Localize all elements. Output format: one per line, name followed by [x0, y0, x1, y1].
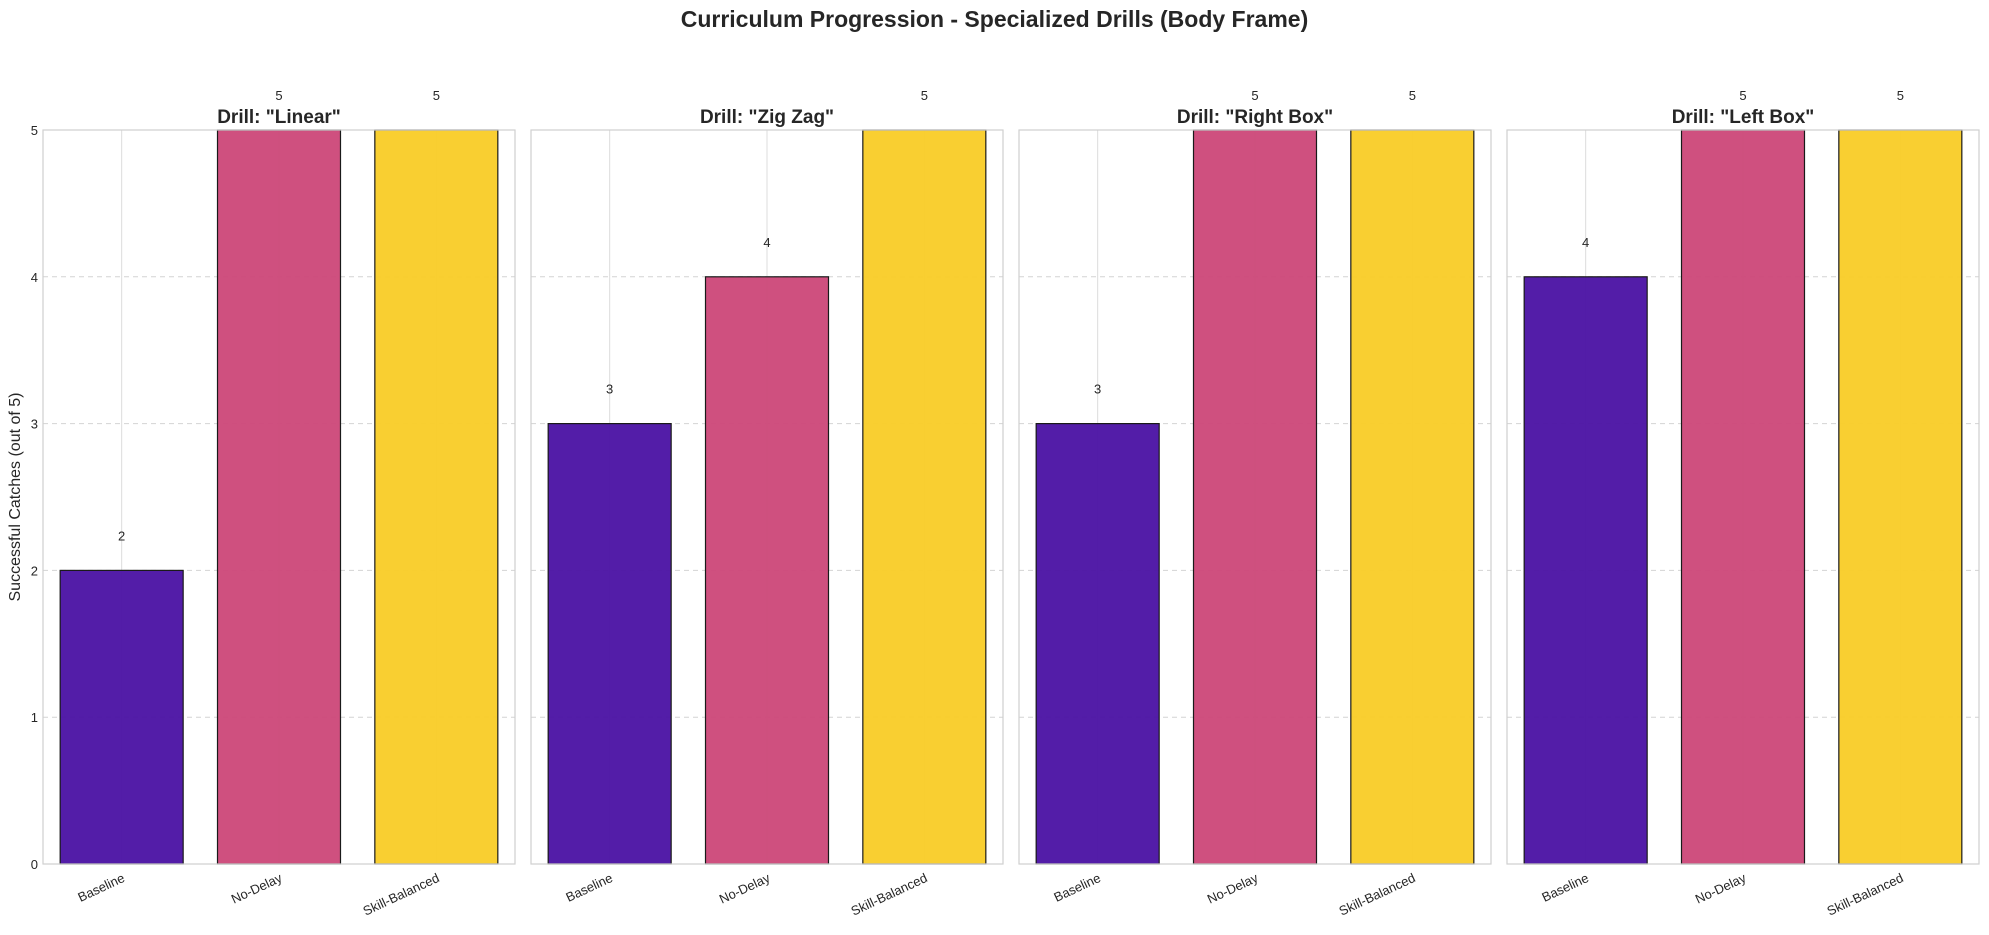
bar-skill-balanced: [1838, 129, 1963, 865]
y-tick-label: 3: [31, 417, 38, 432]
y-tick-label: 0: [31, 857, 38, 872]
bar-no-delay: [704, 276, 830, 865]
chart-panel-2: 3 4 5 Drill: "Zig Zag" Baseline No-Delay Skill…: [530, 88, 1004, 919]
x-tick-label: Skill-Balanced: [361, 870, 442, 918]
bar-no-delay: [1192, 129, 1318, 865]
y-tick-label: 1: [31, 710, 38, 725]
bar-baseline: [1035, 423, 1160, 865]
x-tick-label: Baseline: [563, 870, 615, 905]
bar-baseline: [1523, 276, 1648, 865]
value-label: 5: [1251, 88, 1258, 103]
chart-panel-1: 2 5 5 Drill: "Linear" Baseline No-Delay Skill-…: [7, 88, 516, 919]
y-tick-label: 4: [31, 270, 38, 285]
bar-skill-balanced: [862, 129, 987, 865]
value-label: 3: [1094, 382, 1101, 397]
value-label: 5: [433, 88, 440, 103]
bar-skill-balanced: [1350, 129, 1475, 865]
panel-title: Drill: "Right Box": [1177, 107, 1333, 128]
y-tick-label: 5: [31, 123, 38, 138]
y-tick-label: 2: [31, 563, 38, 578]
bar-baseline: [59, 569, 184, 865]
value-label: 5: [1897, 88, 1904, 103]
x-tick-label: No-Delay: [1205, 870, 1261, 907]
panel-frame: [1018, 129, 1492, 865]
chart-panel-3: 3 5 5 Drill: "Right Box" Baseline No-Delay Ski…: [1018, 88, 1492, 919]
value-label: 5: [275, 88, 282, 103]
x-tick-label: Baseline: [75, 870, 127, 905]
value-label: 5: [1409, 88, 1416, 103]
panel-title: Drill: "Left Box": [1672, 107, 1815, 128]
value-label: 4: [763, 235, 770, 250]
panel-frame: [530, 129, 1004, 865]
panel-title: Drill: "Linear": [217, 107, 341, 128]
bar-skill-balanced: [374, 129, 499, 865]
panel-title: Drill: "Zig Zag": [700, 107, 834, 128]
x-tick-label: Baseline: [1051, 870, 1103, 905]
value-label: 4: [1582, 235, 1589, 250]
x-tick-label: Skill-Balanced: [849, 870, 930, 918]
x-tick-label: No-Delay: [717, 870, 773, 907]
figure-title: Curriculum Progression - Specialized Dri…: [680, 6, 1309, 32]
x-tick-label: No-Delay: [229, 870, 285, 907]
panel-frame: [42, 129, 516, 865]
x-tick-label: Baseline: [1539, 870, 1591, 905]
x-tick-label: Skill-Balanced: [1337, 870, 1418, 918]
y-axis-label: Successful Catches (out of 5): [7, 393, 24, 602]
bar-no-delay: [1680, 129, 1806, 865]
bar-no-delay: [216, 129, 342, 865]
x-tick-label: Skill-Balanced: [1825, 870, 1906, 918]
panel-frame: [1506, 129, 1980, 865]
value-label: 2: [118, 528, 125, 543]
chart-panel-4: 4 5 5 Drill: "Left Box" Baseline No-Delay Skil…: [1506, 88, 1980, 919]
value-label: 5: [921, 88, 928, 103]
value-label: 5: [1739, 88, 1746, 103]
bar-baseline: [547, 423, 672, 865]
value-label: 3: [606, 382, 613, 397]
x-tick-label: No-Delay: [1693, 870, 1749, 907]
